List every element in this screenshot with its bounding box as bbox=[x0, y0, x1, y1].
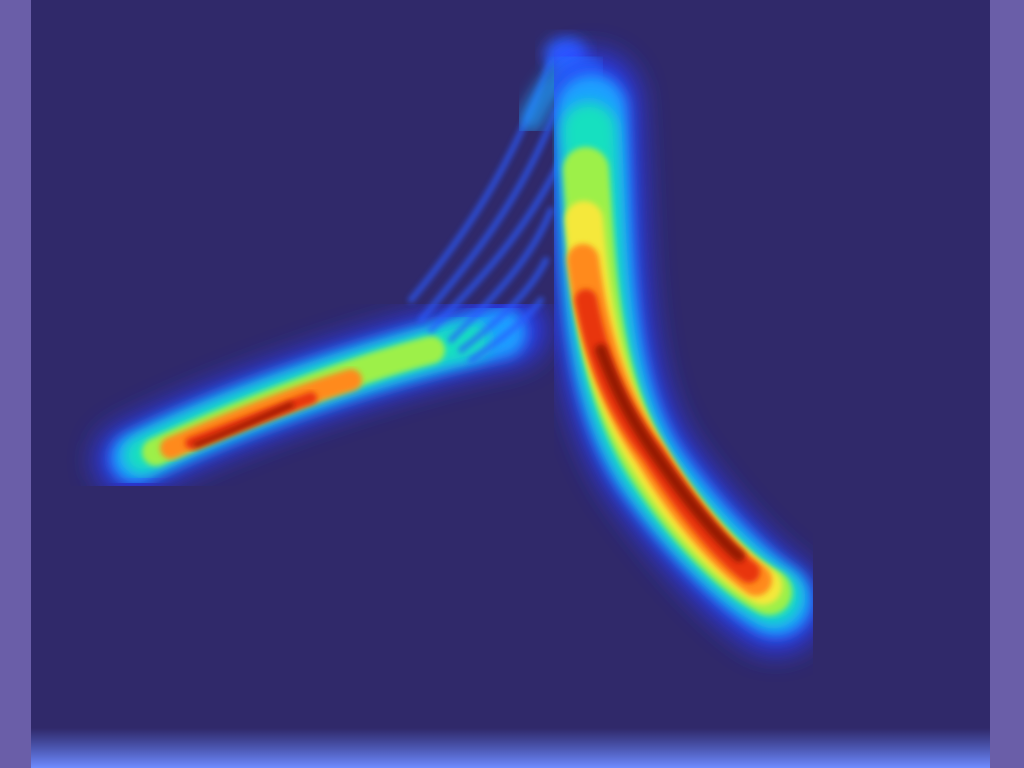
visualization-viewport[interactable] bbox=[31, 0, 990, 768]
left-border-panel bbox=[0, 0, 31, 768]
background bbox=[31, 0, 990, 768]
left-ridge-arm bbox=[96, 295, 546, 495]
ridge-surface-canvas bbox=[31, 0, 990, 768]
left-ridge-core bbox=[193, 402, 294, 448]
right-ridge-arm bbox=[543, 52, 824, 653]
right-border-panel bbox=[990, 0, 1024, 768]
bottom-glow bbox=[31, 728, 990, 768]
